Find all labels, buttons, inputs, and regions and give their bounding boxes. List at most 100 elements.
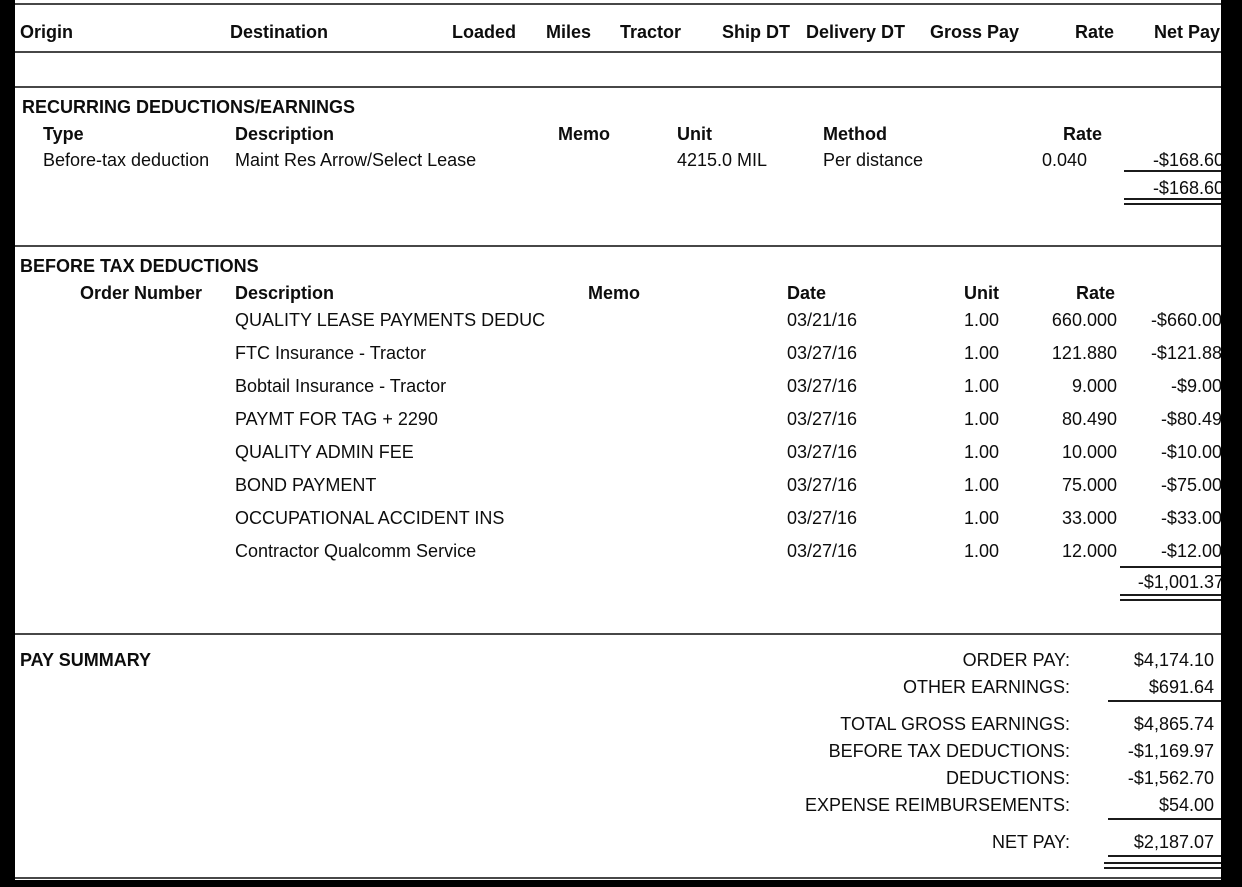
- net-pay-total-rule-2: [1104, 867, 1226, 869]
- deduction-date: 03/27/16: [787, 343, 858, 363]
- divider-above-pay-summary: [0, 633, 1242, 635]
- before-tax-header-memo: Memo: [588, 283, 641, 303]
- summary-value: $2,187.07: [1133, 832, 1214, 852]
- summary-label: OTHER EARNINGS:: [902, 677, 1070, 697]
- divider-top: [0, 3, 1242, 5]
- deduction-unit: 1.00: [963, 541, 999, 561]
- recurring-subtotal-rule: [1124, 170, 1230, 172]
- expense-reimbursements-rule: [1108, 818, 1222, 820]
- recurring-header-rate: Rate: [1062, 124, 1102, 144]
- summary-label: TOTAL GROSS EARNINGS:: [840, 714, 1070, 734]
- recurring-header-memo: Memo: [558, 124, 611, 144]
- summary-value: $691.64: [1148, 677, 1214, 697]
- deduction-description: Contractor Qualcomm Service: [235, 541, 477, 561]
- deduction-rate: 660.000: [1051, 310, 1117, 330]
- deduction-description: BOND PAYMENT: [235, 475, 377, 495]
- deduction-description: OCCUPATIONAL ACCIDENT INS: [235, 508, 505, 528]
- deduction-unit: 1.00: [963, 508, 999, 528]
- deduction-unit: 1.00: [963, 310, 999, 330]
- deduction-date: 03/27/16: [787, 409, 858, 429]
- order-col-ship-dt: Ship DT: [722, 22, 790, 42]
- summary-label: ORDER PAY:: [962, 650, 1070, 670]
- deduction-amount: -$10.00: [1160, 442, 1222, 462]
- scan-edge-right: [1221, 0, 1242, 887]
- net-pay-total-rule-1: [1104, 862, 1226, 864]
- deduction-rate: 75.000: [1061, 475, 1117, 495]
- net-pay-rule: [1108, 855, 1222, 857]
- deduction-date: 03/21/16: [787, 310, 858, 330]
- order-col-loaded: Loaded: [452, 22, 517, 42]
- recurring-row-unit: 4215.0 MIL: [677, 150, 768, 170]
- recurring-row-description: Maint Res Arrow/Select Lease: [235, 150, 477, 170]
- deduction-date: 03/27/16: [787, 508, 858, 528]
- summary-label: DEDUCTIONS:: [945, 768, 1070, 788]
- before-tax-header-rate: Rate: [1075, 283, 1115, 303]
- deduction-amount: -$121.88: [1150, 343, 1222, 363]
- summary-value: -$1,169.97: [1127, 741, 1214, 761]
- deduction-description: FTC Insurance - Tractor: [235, 343, 427, 363]
- scan-edge-left: [0, 0, 15, 887]
- summary-value: $54.00: [1158, 795, 1214, 815]
- before-tax-total-rule-2: [1120, 599, 1230, 601]
- recurring-total-rule-2: [1124, 203, 1230, 205]
- before-tax-total: -$1,001.37: [1137, 572, 1224, 592]
- summary-value: -$1,562.70: [1127, 768, 1214, 788]
- recurring-header-type: Type: [43, 124, 84, 144]
- summary-value: $4,865.74: [1133, 714, 1214, 734]
- summary-label: NET PAY:: [991, 832, 1070, 852]
- order-col-net-pay: Net Pay: [1153, 22, 1220, 42]
- summary-label: EXPENSE REIMBURSEMENTS:: [804, 795, 1070, 815]
- deduction-rate: 12.000: [1061, 541, 1117, 561]
- deduction-amount: -$80.49: [1160, 409, 1222, 429]
- before-tax-header-description: Description: [235, 283, 335, 303]
- order-col-miles: Miles: [546, 22, 592, 42]
- deduction-unit: 1.00: [963, 475, 999, 495]
- deduction-amount: -$9.00: [1170, 376, 1222, 396]
- deduction-date: 03/27/16: [787, 376, 858, 396]
- before-tax-total-rule-1: [1120, 594, 1230, 596]
- divider-below-order-header: [0, 51, 1242, 53]
- order-col-delivery-dt: Delivery DT: [806, 22, 906, 42]
- deduction-unit: 1.00: [963, 409, 999, 429]
- before-tax-title: BEFORE TAX DEDUCTIONS: [20, 256, 259, 276]
- pay-summary-title: PAY SUMMARY: [20, 650, 152, 670]
- deduction-amount: -$660.00: [1150, 310, 1222, 330]
- scan-edge-bottom: [0, 880, 1242, 887]
- deduction-description: Bobtail Insurance - Tractor: [235, 376, 447, 396]
- recurring-header-description: Description: [235, 124, 335, 144]
- deduction-date: 03/27/16: [787, 475, 858, 495]
- deduction-description: QUALITY LEASE PAYMENTS DEDUC: [235, 310, 546, 330]
- before-tax-header-order-number: Order Number: [79, 283, 202, 303]
- before-tax-header-unit: Unit: [964, 283, 999, 303]
- recurring-row-method: Per distance: [823, 150, 924, 170]
- deduction-rate: 10.000: [1061, 442, 1117, 462]
- deduction-rate: 9.000: [1071, 376, 1117, 396]
- deduction-rate: 33.000: [1061, 508, 1117, 528]
- order-col-tractor: Tractor: [620, 22, 682, 42]
- recurring-row-type: Before-tax deduction: [43, 150, 210, 170]
- order-col-origin: Origin: [20, 22, 73, 42]
- deduction-unit: 1.00: [963, 376, 999, 396]
- deduction-date: 03/27/16: [787, 442, 858, 462]
- deduction-amount: -$12.00: [1160, 541, 1222, 561]
- recurring-total: -$168.60: [1152, 178, 1224, 198]
- order-col-rate: Rate: [1074, 22, 1114, 42]
- recurring-header-unit: Unit: [677, 124, 712, 144]
- deduction-amount: -$75.00: [1160, 475, 1222, 495]
- deduction-unit: 1.00: [963, 343, 999, 363]
- before-tax-header-date: Date: [787, 283, 827, 303]
- order-col-gross-pay: Gross Pay: [930, 22, 1020, 42]
- deduction-rate: 80.490: [1061, 409, 1117, 429]
- divider-above-before-tax: [0, 245, 1242, 247]
- deduction-rate: 121.880: [1051, 343, 1117, 363]
- order-col-destination: Destination: [230, 22, 329, 42]
- recurring-header-method: Method: [823, 124, 887, 144]
- summary-label: BEFORE TAX DEDUCTIONS:: [828, 741, 1070, 761]
- summary-value: $4,174.10: [1133, 650, 1214, 670]
- recurring-title: RECURRING DEDUCTIONS/EARNINGS: [22, 97, 356, 117]
- recurring-row-rate: 0.040: [1041, 150, 1087, 170]
- divider-bottom: [0, 877, 1242, 879]
- deduction-amount: -$33.00: [1160, 508, 1222, 528]
- other-earnings-rule: [1108, 700, 1222, 702]
